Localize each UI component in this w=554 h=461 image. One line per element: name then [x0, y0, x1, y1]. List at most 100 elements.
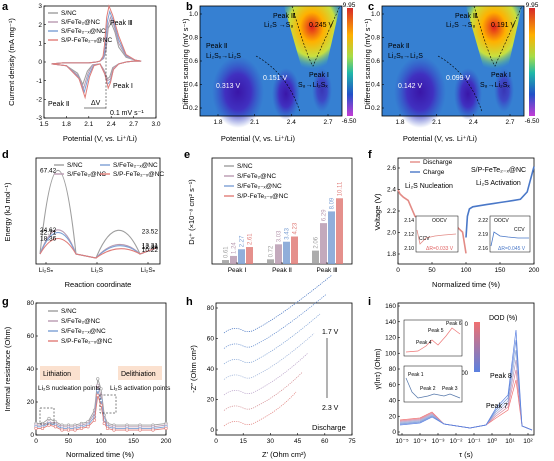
nyquist-series [223, 274, 333, 427]
y-tick-a: -3 [36, 115, 42, 122]
legend-a-label: S/P-FeTe₂₋ₓ@NC [61, 37, 112, 44]
legend-g-label: S/FeTe₂@NC [61, 318, 100, 325]
heatmap-annotation-c-4: Li₂Sₓ→Li₂S [388, 53, 423, 60]
legend-a-label: S/FeTe₂₋ₓ@NC [61, 28, 106, 35]
heatmap-blob [494, 68, 514, 112]
y-tick-f: 2.4 [387, 187, 396, 194]
inset-bottom-i [403, 365, 463, 403]
resistance-point [34, 426, 38, 431]
heatmap-annotation-b-8: S₈→Li₂Sₓ [298, 82, 328, 89]
x-axis-label-a: Potential (V, vs. Li⁺/Li) [63, 134, 138, 143]
bar [320, 223, 327, 264]
peak-trace [255, 55, 301, 113]
x-tick-labels-e: Peak Ⅰ Peak Ⅱ Peak Ⅲ [228, 262, 338, 274]
x-tick-i: 10⁻² [450, 438, 464, 445]
annotation-peak-1-a: Peak Ⅰ [113, 83, 133, 90]
heatmap-annotation-b-2: 0.245 V [309, 22, 333, 29]
bar [238, 249, 245, 264]
heatmap-blob [272, 68, 300, 120]
y-tick: 0.8 [189, 35, 198, 42]
barrier-label-left: 24.62 [40, 227, 57, 234]
chart-title-f: S/P-FeTe₂₋ₓ@NC [471, 167, 526, 174]
x-tick-h: 30 [267, 438, 275, 445]
heatmap-annotation-b-1: Li₂S →S₈ [264, 22, 293, 29]
nyquist-curve [223, 391, 297, 427]
y-tick-g: 20 [27, 399, 35, 406]
annotation-delithiation: Delithiation [121, 371, 156, 378]
x-tick-labels-d: Li₂Sₙ Li₂S Li₂Sₙ [39, 262, 156, 274]
resistance-point [53, 425, 58, 429]
annotation-1-7v: 1.7 V [322, 329, 339, 336]
x-tick-f: 100 [461, 267, 472, 274]
bar [283, 241, 290, 264]
nucleation-marker-box [39, 407, 55, 425]
y-tick-g: 0 [30, 432, 34, 439]
resistance-point [151, 428, 155, 432]
annotation-nucleation: Li₂S Nucleation [405, 183, 453, 190]
bar-value-label: 10.11 [338, 181, 344, 196]
resistance-point [105, 426, 110, 431]
y-tick-h: 40 [207, 366, 215, 373]
panel-letter-g: g [2, 296, 9, 308]
bar-group: 0.61 1.242.27 2.61 0.723.03 3.43 4.23 2.06 6.29… [222, 181, 344, 264]
inset-right-f [489, 215, 531, 253]
panel-f-gitt: f 0 50 100 150 200 2.6 2.4 2.2 2.0 1.8 Discharge… [368, 149, 540, 289]
x-tick-f: 200 [529, 267, 540, 274]
y-tick-h: 60 [207, 336, 215, 343]
y-tick: 0.6 [189, 58, 198, 65]
inset-peak-label: Peak 3 [442, 386, 458, 392]
annotation-peak-8: Peak 8 [490, 373, 512, 380]
panel-letter-a: a [2, 1, 9, 13]
x-axis-label-g: Normalized time (%) [66, 450, 134, 459]
y-tick-h: 0 [210, 427, 214, 434]
inset-left-f [415, 215, 459, 253]
y-axis-label-g: Internal resistance (Ohm) [3, 326, 12, 411]
bar-value-label: 1.24 [232, 242, 238, 254]
y-tick: 0.8 [371, 35, 380, 42]
inset-bottom-curve [405, 377, 461, 399]
inset-peak-label: Peak 4 [416, 340, 432, 346]
bar-value-label: 2.06 [314, 236, 320, 248]
inset-peak-label: Peak 6 [446, 321, 462, 327]
y-tick: 1.0 [189, 11, 198, 18]
resistance-point [96, 388, 100, 393]
y-tick-i: 80 [389, 366, 397, 373]
plot-frame-d [35, 157, 161, 265]
heatmap-annotation-b-7: Peak Ⅰ [309, 72, 329, 79]
x-tick-a: 1.5 [39, 121, 48, 128]
y-tick-labels-c: 1.0 0.8 0.6 0.4 0.2 [371, 11, 384, 112]
bar [312, 250, 319, 264]
y-axis-label-i: γ(lnτ) (Ohm) [373, 348, 382, 389]
bar-value-label: 0.61 [224, 246, 230, 258]
annotation-peak-7: Peak 7 [486, 403, 508, 410]
panel-letter-i: i [368, 296, 371, 308]
legend-g-label: S/P-FeTe₂₋ₓ@NC [61, 338, 112, 345]
x-tick-a: 3.0 [151, 121, 160, 128]
y-tick-i: 60 [389, 382, 397, 389]
resistance-point [102, 421, 106, 426]
x-tick-a: 2.4 [107, 121, 116, 128]
x-tick-g: 200 [161, 438, 172, 445]
inset-label: CCV [514, 227, 525, 233]
panel-e-bar-chart: e 0.61 1.242.27 2.61 0.723.03 3.43 4.23 2.06 6.… [184, 149, 353, 274]
inset-right-tick: 2.22 [478, 218, 488, 224]
legend-e-label: S/P-FeTe₂₋ₓ@NC [237, 193, 288, 200]
annotation-peak-3-a: Peak Ⅲ [110, 20, 133, 27]
heatmap-annotation-c-7: Peak Ⅰ [491, 72, 511, 79]
y-tick-labels-b: 1.0 0.8 0.6 0.4 0.2 [189, 11, 202, 112]
colorbar-max-c: 9.95 [526, 2, 539, 9]
resistance-series [34, 377, 168, 432]
y-axis-label-f: Voltage (V) [373, 193, 382, 231]
heatmap-annotation-c-3: Peak Ⅱ [388, 43, 409, 50]
heatmap-blob [212, 56, 264, 128]
x-tick-a: 2.7 [129, 121, 138, 128]
legend-d-label: S/P-FeTe₂₋ₓ@NC [113, 171, 164, 178]
panel-letter-h: h [186, 296, 193, 308]
peak-trace [473, 5, 523, 67]
x-tick-labels-b: 1.8 2.1 2.4 2.7 [213, 114, 333, 126]
legend-d: S/NC S/FeTe₂@NC S/FeTe₂₋ₓ@NC S/P-FeTe₂₋ₓ@NC [54, 162, 164, 178]
legend-f: Discharge Charge [410, 159, 453, 176]
nyquist-curve [223, 352, 309, 396]
x-tick-d: Li₂S [91, 267, 104, 274]
